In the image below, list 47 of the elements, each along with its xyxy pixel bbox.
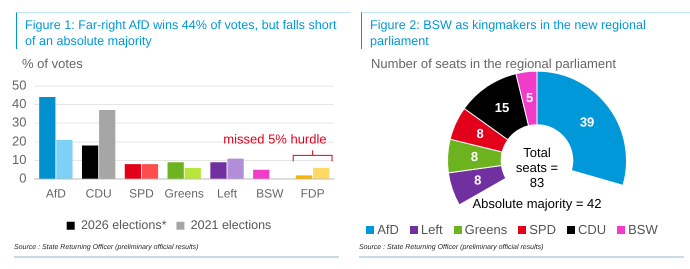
legend-label: BSW (627, 222, 658, 237)
legend-label: 2021 elections (190, 218, 272, 232)
chart-title: Figure 1: Far-right AfD wins 44% of votes, but falls short of an absolute majority (16, 12, 350, 49)
y-tick-label: 30 (12, 114, 26, 130)
text: Total seats = 83 (514, 144, 560, 190)
bar (253, 170, 270, 179)
bar (313, 168, 330, 179)
bar (124, 164, 142, 179)
bar (82, 146, 98, 179)
chart-title: Figure 2: BSW as kingmakers in the new regional parliament (361, 12, 690, 49)
legend-label: 2026 elections* (80, 218, 167, 232)
bar (142, 164, 158, 179)
y-tick-label: 0 (19, 170, 26, 186)
bar (184, 168, 201, 179)
bar (39, 96, 56, 179)
legend-label: CDU (576, 222, 606, 237)
data-label: 8 (476, 126, 484, 141)
x-tick-label: CDU (86, 186, 112, 201)
x-tick-label: SPD (129, 186, 154, 201)
x-tick-label: Greens (164, 186, 204, 201)
chart-subtitle: Number of seats in the regional parliament (371, 56, 616, 71)
y-tick-label: 40 (12, 96, 26, 112)
y-tick-label: 20 (12, 133, 26, 148)
text: Absolute majority = 42 (472, 196, 602, 211)
bar (168, 162, 184, 179)
data-label: 39 (580, 114, 594, 130)
y-axis-title: % of votes (22, 56, 83, 71)
data-label: 5 (526, 90, 534, 105)
data-label: 8 (474, 172, 482, 188)
data-label: 8 (470, 148, 478, 164)
x-tick-label: FDP (300, 186, 325, 201)
bar (99, 110, 116, 179)
x-tick-label: AfD (46, 186, 66, 201)
bar (210, 162, 227, 179)
legend-label: AfD (376, 222, 399, 237)
bar (56, 140, 73, 179)
legend-label: Greens (464, 222, 508, 237)
x-tick-label: BSW (256, 186, 284, 201)
bar (296, 175, 312, 179)
data-label: 15 (494, 100, 510, 116)
y-tick-label: 10 (12, 152, 26, 168)
y-tick-label: 50 (12, 77, 26, 92)
legend-label: SPD (528, 222, 556, 237)
annotation: missed 5% hurdle (223, 131, 327, 146)
bar (227, 158, 244, 179)
legend-label: Left (420, 222, 443, 237)
x-tick-label: Left (217, 186, 238, 201)
